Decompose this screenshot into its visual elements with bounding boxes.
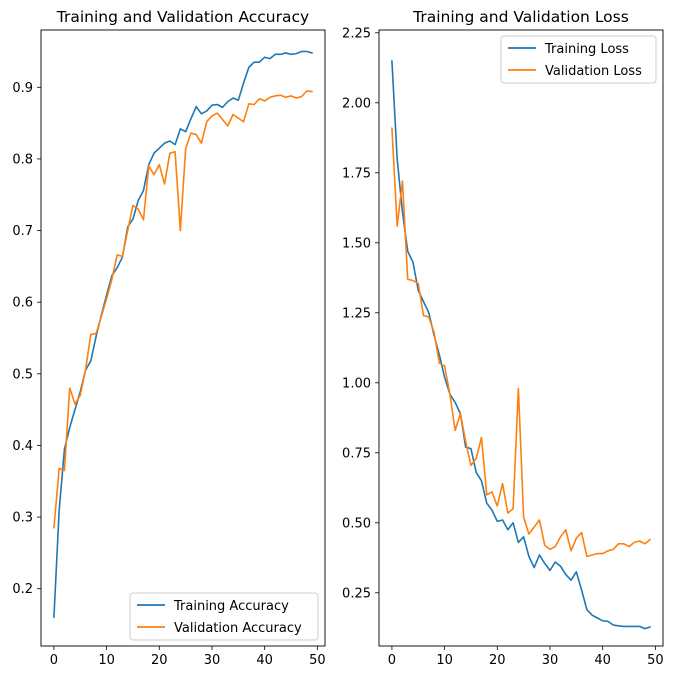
validation-loss-line xyxy=(391,127,651,558)
accuracy-y-tick-label: 0.9 xyxy=(12,81,33,96)
accuracy-x-tick-label: 50 xyxy=(309,653,326,668)
accuracy-x-tick-label: 20 xyxy=(151,653,168,668)
loss-y-tick-label: 0.50 xyxy=(342,516,371,531)
loss-x-tick-label: 30 xyxy=(542,653,559,668)
accuracy-x-tick-label: 0 xyxy=(50,653,58,668)
accuracy-legend-box xyxy=(129,592,319,641)
loss-chart-ticks: 0 10 20 30 40 50 0.25 0.50 0.75 1.00 1.25 1.50 1.75 2… xyxy=(342,26,664,668)
accuracy-legend-label-training: Training Accuracy xyxy=(173,599,289,614)
loss-x-tick-label: 40 xyxy=(594,653,611,668)
validation-accuracy-line xyxy=(53,90,313,529)
loss-y-tick-label: 0.75 xyxy=(342,446,371,461)
accuracy-chart-legend: Training Accuracy Validation Accuracy xyxy=(129,592,319,641)
loss-y-tick-label: 2.00 xyxy=(342,96,371,111)
loss-y-tick-label: 1.25 xyxy=(342,306,371,321)
accuracy-chart-title: Training and Validation Accuracy xyxy=(56,8,309,26)
loss-chart: Training and Validation Loss 0 10 20 30 40 50… xyxy=(342,8,664,668)
accuracy-x-tick-label: 30 xyxy=(204,653,221,668)
loss-chart-marks xyxy=(391,59,651,630)
loss-y-tick-label: 1.75 xyxy=(342,166,371,181)
loss-chart-frame xyxy=(378,29,664,647)
accuracy-chart-marks xyxy=(53,50,313,619)
accuracy-chart: Training and Validation Accuracy 0 10 20 30… xyxy=(12,8,325,668)
accuracy-y-tick-label: 0.3 xyxy=(12,511,33,526)
loss-legend-label-training: Training Loss xyxy=(544,42,629,57)
loss-legend-label-validation: Validation Loss xyxy=(545,64,642,79)
loss-x-tick-label: 10 xyxy=(436,653,453,668)
loss-chart-title: Training and Validation Loss xyxy=(412,8,629,26)
loss-y-tick-label: 2.25 xyxy=(342,26,371,41)
accuracy-y-tick-label: 0.6 xyxy=(12,296,33,311)
loss-x-tick-label: 0 xyxy=(388,653,396,668)
loss-chart-legend: Training Loss Validation Loss xyxy=(500,35,657,84)
loss-y-tick-label: 1.50 xyxy=(342,236,371,251)
accuracy-legend-label-validation: Validation Accuracy xyxy=(174,621,302,636)
loss-x-tick-label: 20 xyxy=(489,653,506,668)
accuracy-y-tick-label: 0.2 xyxy=(12,582,33,597)
accuracy-chart-ticks: 0 10 20 30 40 50 0.2 0.3 0.4 0.5 0.6 0.7 0.8 0.9 xyxy=(12,81,325,668)
accuracy-x-tick-label: 10 xyxy=(98,653,115,668)
accuracy-chart-frame xyxy=(40,29,326,647)
loss-y-tick-label: 0.25 xyxy=(342,586,371,601)
loss-x-tick-label: 50 xyxy=(647,653,664,668)
accuracy-y-tick-label: 0.5 xyxy=(12,367,33,382)
loss-y-tick-label: 1.00 xyxy=(342,376,371,391)
accuracy-y-tick-label: 0.7 xyxy=(12,224,33,239)
loss-legend-box xyxy=(500,35,657,84)
accuracy-y-tick-label: 0.8 xyxy=(12,152,33,167)
accuracy-x-tick-label: 40 xyxy=(256,653,273,668)
accuracy-y-tick-label: 0.4 xyxy=(12,439,33,454)
